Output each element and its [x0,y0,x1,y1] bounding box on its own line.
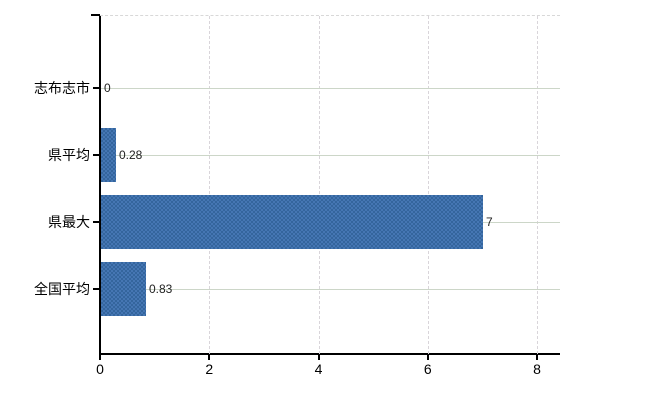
bar-value-label: 0 [104,81,111,95]
x-axis-tick-label: 8 [533,361,541,377]
y-axis-category-tick [93,87,100,89]
bar [101,262,146,316]
gridline-vertical [318,16,320,354]
y-axis-category-tick [93,221,100,223]
gridline-horizontal [101,289,560,290]
x-axis-tick-label: 0 [96,361,104,377]
bar [101,128,116,182]
x-axis-tick-label: 4 [314,361,323,377]
x-axis-tick [99,355,101,360]
gridline-vertical [209,16,211,354]
x-axis-tick [536,355,538,360]
gridline-vertical [427,16,429,354]
plot-top-border [100,15,560,16]
bar-value-label: 7 [486,215,493,229]
category-label: 志布志市 [34,80,90,96]
x-axis-line [99,353,560,355]
category-label: 県平均 [48,147,90,163]
x-axis-tick [208,355,211,360]
y-axis-category-tick [93,154,100,156]
gridline-vertical [537,16,538,354]
y-axis-top-tick [91,14,100,16]
y-axis-category-tick [93,288,100,290]
x-axis-tick-label: 2 [205,361,214,377]
category-label: 県最大 [48,214,90,230]
gridline-horizontal [101,155,560,156]
bar-value-label: 0.83 [149,282,173,296]
bar [101,195,483,249]
gridline-horizontal [101,88,560,89]
y-axis-line [99,15,101,355]
bar-value-label: 0.28 [119,148,143,162]
x-axis-tick-label: 6 [423,361,432,377]
x-axis-tick [426,355,429,360]
category-label: 全国平均 [34,281,90,297]
x-axis-tick [317,355,320,360]
